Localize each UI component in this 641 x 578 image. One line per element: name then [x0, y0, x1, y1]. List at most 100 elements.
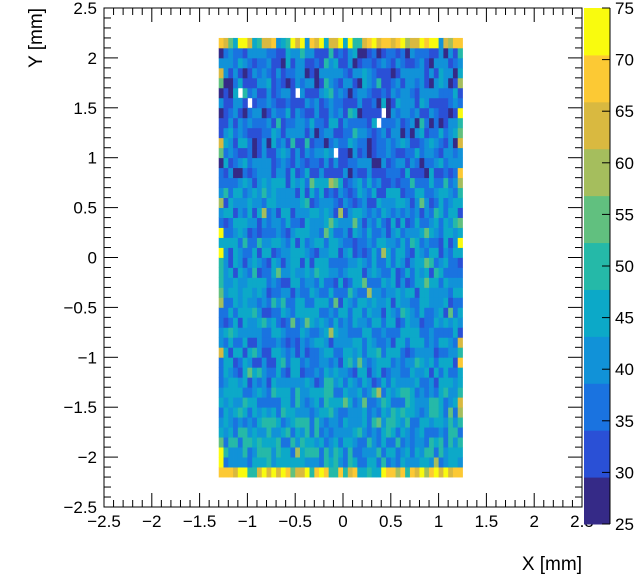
heatmap-cell	[247, 257, 253, 268]
heatmap-cell	[266, 177, 272, 189]
heatmap-cell	[228, 207, 234, 218]
heatmap-cell	[409, 97, 416, 109]
heatmap-cell	[338, 207, 344, 218]
heatmap-cell	[376, 157, 382, 169]
heatmap-cell	[400, 437, 406, 448]
heatmap-cell	[352, 417, 358, 428]
heatmap-cell	[357, 217, 363, 228]
heatmap-cell	[285, 437, 291, 448]
heatmap-cell	[414, 37, 420, 49]
heatmap-cell	[333, 417, 339, 428]
heatmap-cell	[376, 137, 382, 149]
heatmap-cell	[328, 407, 334, 418]
heatmap-cell	[386, 217, 392, 228]
heatmap-cell	[280, 37, 287, 49]
heatmap-cell	[343, 57, 349, 69]
colorbar-segment	[584, 383, 610, 431]
heatmap-cell	[223, 37, 229, 49]
heatmap-cell	[419, 427, 425, 438]
heatmap-cell	[223, 87, 229, 99]
heatmap-cell	[381, 317, 387, 328]
heatmap-cell	[409, 177, 416, 189]
heatmap-cell	[386, 97, 392, 109]
heatmap-cell	[347, 87, 353, 99]
heatmap-cell	[242, 367, 248, 378]
heatmap-cell	[433, 267, 439, 278]
heatmap-cell	[314, 147, 320, 159]
heatmap-cell	[304, 257, 310, 268]
heatmap-cell	[333, 117, 339, 129]
heatmap-cell	[386, 447, 392, 458]
heatmap-cell	[414, 147, 420, 159]
heatmap-cell	[242, 157, 248, 169]
heatmap-cell	[266, 337, 272, 348]
heatmap-cell	[433, 137, 439, 149]
heatmap-cell	[443, 207, 449, 218]
heatmap-cell	[390, 117, 396, 129]
heatmap-cell	[366, 107, 373, 119]
heatmap-cell	[448, 407, 454, 418]
heatmap-cell	[266, 367, 272, 378]
heatmap-cell	[448, 307, 454, 318]
heatmap-cell	[362, 167, 368, 179]
heatmap-cell	[271, 267, 277, 278]
heatmap-cell	[218, 147, 224, 159]
heatmap-cell	[443, 467, 449, 478]
heatmap-cell	[419, 227, 425, 238]
heatmap-cell	[319, 377, 325, 388]
heatmap-cell	[343, 87, 349, 99]
heatmap-cell	[357, 397, 363, 408]
heatmap-cell	[352, 257, 358, 268]
heatmap-cell	[390, 397, 396, 408]
heatmap-cell	[452, 417, 459, 428]
heatmap-cell	[309, 267, 315, 278]
heatmap-cell	[448, 317, 454, 328]
heatmap-cell	[242, 127, 248, 139]
heatmap-cell	[433, 147, 439, 159]
x-tick-label: −0.5	[278, 512, 312, 531]
heatmap-cell	[457, 177, 463, 189]
heatmap-cell	[223, 327, 229, 338]
heatmap-cell	[256, 297, 263, 308]
heatmap-cell	[448, 447, 454, 458]
heatmap-cell	[362, 257, 368, 268]
heatmap-cell	[405, 437, 411, 448]
heatmap-cell	[290, 207, 296, 218]
heatmap-cell	[352, 57, 358, 69]
heatmap-cell	[223, 297, 229, 308]
heatmap-cell	[414, 417, 420, 428]
heatmap-cell	[343, 437, 349, 448]
heatmap-cell	[256, 407, 263, 418]
heatmap-cell	[252, 257, 258, 268]
heatmap-cell	[452, 297, 459, 308]
heatmap-cell	[405, 227, 411, 238]
heatmap-cell	[376, 357, 382, 368]
heatmap-cell	[237, 417, 244, 428]
heatmap-cell	[386, 327, 392, 338]
heatmap-cell	[304, 267, 310, 278]
heatmap-cell	[233, 437, 239, 448]
heatmap-cell	[242, 267, 248, 278]
heatmap-cell	[233, 107, 239, 119]
heatmap-cell	[457, 267, 463, 278]
heatmap-cell	[362, 437, 368, 448]
heatmap-cell	[452, 167, 459, 179]
heatmap-cell	[414, 97, 420, 109]
heatmap-cell	[395, 437, 401, 448]
heatmap-cell	[295, 417, 301, 428]
heatmap-cell	[247, 217, 253, 228]
heatmap-cell	[223, 97, 229, 109]
heatmap-cell	[218, 237, 224, 248]
heatmap-cell	[271, 257, 277, 268]
heatmap-cell	[314, 197, 320, 208]
heatmap-cell	[429, 47, 435, 59]
heatmap-cell	[343, 127, 349, 139]
heatmap-cell	[285, 427, 291, 438]
heatmap-cell	[295, 397, 301, 408]
heatmap-cell	[424, 337, 430, 348]
heatmap-cell	[271, 287, 277, 298]
heatmap-cell	[333, 387, 339, 398]
heatmap-cell	[237, 337, 244, 348]
heatmap-cell	[237, 377, 244, 388]
heatmap-cell	[299, 287, 306, 298]
